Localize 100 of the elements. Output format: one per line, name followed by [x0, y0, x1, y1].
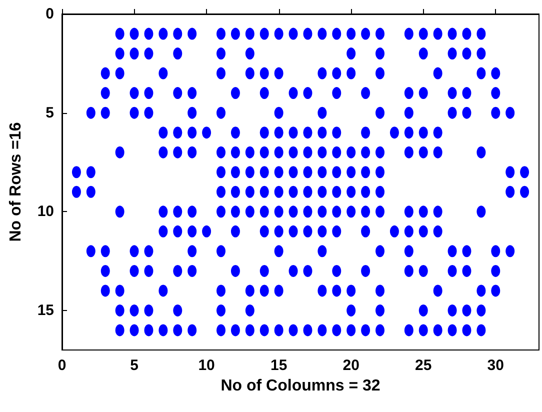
point: [245, 304, 254, 316]
point: [130, 324, 139, 336]
point: [245, 186, 254, 198]
point: [404, 206, 414, 218]
point: [376, 245, 384, 258]
point: [318, 225, 327, 238]
point: [318, 126, 327, 139]
point: [173, 264, 182, 277]
point: [433, 126, 442, 139]
point: [303, 264, 312, 277]
point: [144, 264, 154, 277]
point: [72, 166, 81, 178]
point: [288, 186, 298, 198]
point: [216, 146, 226, 158]
point: [130, 245, 139, 258]
point: [462, 264, 472, 277]
point: [188, 264, 197, 277]
point: [361, 87, 370, 100]
point: [260, 146, 269, 158]
point: [346, 206, 356, 218]
point: [520, 186, 530, 198]
point: [332, 146, 342, 158]
point: [303, 126, 312, 139]
point: [404, 87, 414, 100]
point: [332, 87, 342, 100]
point: [274, 206, 284, 218]
point: [361, 28, 370, 40]
point: [260, 225, 269, 238]
point: [144, 245, 154, 258]
point: [462, 28, 472, 40]
point: [404, 28, 414, 40]
point: [346, 48, 356, 60]
point: [216, 48, 226, 60]
point: [476, 206, 486, 218]
point: [332, 126, 342, 139]
point: [173, 126, 182, 139]
point: [173, 324, 182, 336]
point: [260, 166, 269, 178]
point: [274, 67, 284, 80]
point: [158, 28, 168, 40]
point: [491, 67, 500, 80]
point: [216, 106, 226, 119]
point: [274, 146, 284, 158]
point: [418, 126, 428, 139]
point: [418, 264, 428, 277]
point: [462, 106, 472, 119]
point: [288, 225, 298, 238]
point: [390, 126, 399, 139]
point: [188, 87, 197, 100]
point: [303, 186, 312, 198]
point: [418, 206, 428, 218]
point: [115, 324, 124, 336]
point: [404, 225, 414, 238]
point: [274, 186, 284, 198]
point: [288, 324, 298, 336]
point: [332, 284, 342, 297]
x-tick-label: 10: [198, 357, 215, 374]
point: [245, 67, 254, 80]
point: [332, 324, 342, 336]
point: [433, 284, 442, 297]
point: [491, 87, 500, 100]
point: [115, 67, 124, 80]
point: [318, 284, 327, 297]
point: [86, 245, 96, 258]
point: [491, 245, 500, 258]
point: [274, 324, 284, 336]
point: [202, 225, 212, 238]
point: [100, 106, 110, 119]
point: [476, 48, 486, 60]
point: [346, 166, 356, 178]
point: [260, 28, 269, 40]
point: [462, 245, 472, 258]
point: [303, 324, 312, 336]
point: [173, 225, 182, 238]
point: [318, 146, 327, 158]
point: [100, 67, 110, 80]
point: [260, 284, 269, 297]
point: [188, 245, 197, 258]
point: [100, 87, 110, 100]
point: [144, 87, 154, 100]
point: [288, 146, 298, 158]
point: [418, 87, 428, 100]
point: [130, 304, 139, 316]
point: [216, 206, 226, 218]
point: [288, 264, 298, 277]
point: [158, 126, 168, 139]
point: [404, 245, 414, 258]
point: [230, 166, 240, 178]
point: [274, 225, 284, 238]
point: [158, 284, 168, 297]
y-axis-title: No of Rows =16: [8, 122, 24, 242]
point: [260, 324, 269, 336]
point: [100, 245, 110, 258]
point: [216, 166, 226, 178]
point: [418, 225, 428, 238]
point: [476, 67, 486, 80]
point: [376, 67, 384, 80]
point: [188, 225, 197, 238]
point: [115, 48, 124, 60]
point: [404, 146, 414, 158]
